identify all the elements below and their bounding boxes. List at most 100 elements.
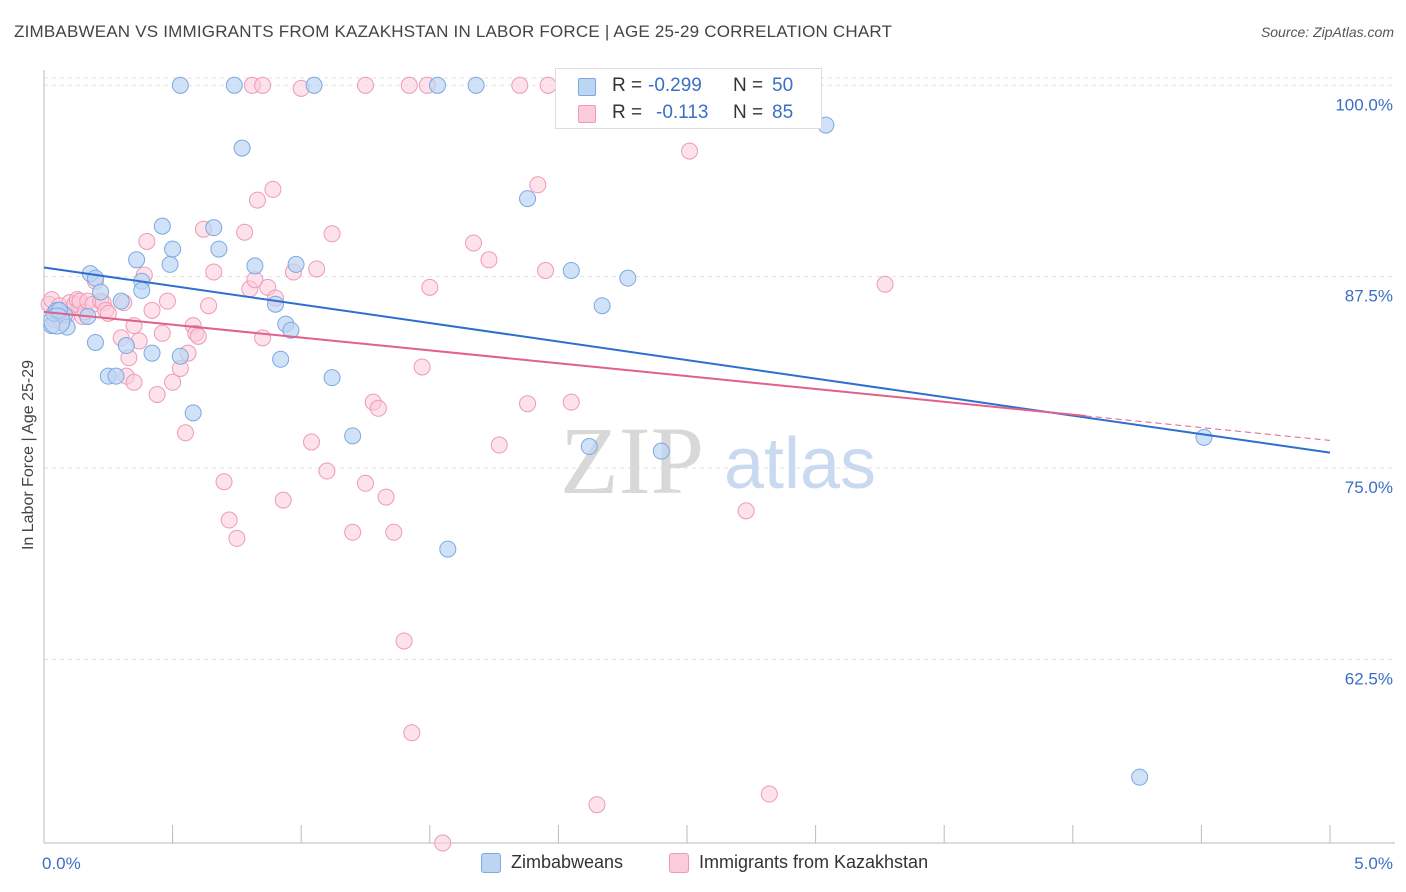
trend-lines [43, 266, 1331, 454]
trend-line-zimbabweans [43, 266, 1331, 454]
grid-lines [44, 77, 1395, 660]
data-point-kazakhstan [737, 502, 755, 520]
stats-swatch-pink [578, 105, 596, 123]
data-point-zimbabweans [112, 292, 130, 310]
data-point-kazakhstan [215, 473, 233, 491]
data-point-kazakhstan [876, 275, 894, 293]
data-point-zimbabweans [429, 76, 447, 94]
data-point-zimbabweans [323, 369, 341, 387]
legend-swatch-pink [669, 853, 689, 873]
data-point-zimbabweans [439, 540, 457, 558]
data-point-zimbabweans [467, 76, 485, 94]
y-tick-label: 100.0% [1335, 95, 1393, 114]
data-point-zimbabweans [580, 438, 598, 456]
data-point-kazakhstan [143, 301, 161, 319]
data-point-kazakhstan [125, 373, 143, 391]
data-point-kazakhstan [357, 474, 374, 492]
data-point-zimbabweans [619, 269, 637, 287]
stats-r-label: R = [612, 102, 643, 123]
data-point-kazakhstan [318, 462, 336, 480]
data-point-kazakhstan [519, 395, 537, 413]
data-point-zimbabweans [184, 404, 202, 422]
data-point-kazakhstan [465, 234, 483, 252]
data-point-zimbabweans [519, 190, 537, 208]
data-point-kazakhstan [403, 724, 421, 742]
y-tick-label: 87.5% [1345, 287, 1393, 306]
stats-n-label: N = [733, 75, 764, 96]
data-point-zimbabweans [161, 255, 179, 273]
data-point-kazakhstan [413, 358, 431, 376]
y-tick-label: 75.0% [1345, 478, 1393, 497]
data-point-kazakhstan [369, 399, 387, 417]
stats-r-label: R = [612, 75, 643, 96]
stats-swatch-blue [578, 78, 596, 96]
data-point-zimbabweans [652, 442, 670, 460]
data-point-kazakhstan [539, 76, 557, 94]
data-point-zimbabweans [225, 76, 243, 94]
data-point-kazakhstan [480, 251, 498, 269]
data-point-zimbabweans [171, 76, 189, 94]
data-point-kazakhstan [153, 324, 171, 342]
data-point-zimbabweans [562, 262, 580, 280]
data-point-kazakhstan [588, 796, 606, 814]
data-point-zimbabweans [86, 333, 104, 351]
data-point-kazakhstan [681, 142, 699, 160]
data-point-kazakhstan [158, 292, 176, 310]
data-point-kazakhstan [357, 76, 374, 94]
x-tick-label: 0.0% [42, 854, 81, 873]
y-tick-label: 62.5% [1345, 669, 1393, 688]
source-label: Source: ZipAtlas.com [1260, 24, 1394, 40]
data-point-zimbabweans [171, 347, 189, 365]
data-point-zimbabweans [593, 297, 611, 315]
data-point-kazakhstan [176, 424, 194, 442]
data-point-kazakhstan [395, 632, 413, 650]
data-point-zimbabweans [246, 257, 264, 275]
watermark-zip: ZIP [560, 407, 704, 514]
data-point-zimbabweans [107, 367, 125, 385]
data-point-kazakhstan [537, 262, 555, 280]
data-point-zimbabweans [266, 295, 284, 313]
data-point-zimbabweans [117, 337, 135, 355]
stats-n-value: 50 [772, 75, 794, 96]
data-point-kazakhstan [220, 511, 238, 529]
data-point-zimbabweans [205, 219, 223, 237]
data-point-zimbabweans [272, 350, 290, 368]
data-points [40, 76, 1213, 852]
data-point-zimbabweans [133, 281, 151, 299]
data-point-zimbabweans [344, 427, 362, 445]
data-point-kazakhstan [400, 76, 418, 94]
data-point-kazakhstan [421, 278, 439, 296]
tick-labels: 100.0% 87.5% 75.0% 62.5% 0.0% 5.0% [42, 95, 1393, 873]
data-point-kazakhstan [529, 176, 547, 194]
watermark-atlas: atlas [724, 424, 876, 504]
data-point-zimbabweans [153, 217, 171, 235]
data-point-kazakhstan [264, 180, 282, 198]
legend-label: Zimbabweans [511, 852, 624, 872]
data-point-kazakhstan [274, 491, 292, 509]
legend: Zimbabweans Immigrants from Kazakhstan [0, 852, 1406, 876]
data-point-kazakhstan [200, 297, 218, 315]
trend-line-kazakhstan [43, 310, 1086, 417]
data-point-zimbabweans [210, 240, 228, 258]
data-point-kazakhstan [254, 76, 272, 94]
axes [43, 70, 1395, 844]
data-point-kazakhstan [377, 488, 395, 506]
stats-r-value: -0.299 [648, 75, 702, 96]
data-point-kazakhstan [308, 260, 326, 278]
legend-label: Immigrants from Kazakhstan [699, 852, 929, 872]
data-point-kazakhstan [164, 373, 182, 391]
data-point-kazakhstan [562, 393, 580, 411]
data-point-kazakhstan [148, 386, 166, 404]
data-point-kazakhstan [236, 223, 254, 241]
data-point-kazakhstan [189, 327, 207, 345]
data-point-zimbabweans [1195, 428, 1213, 446]
data-point-kazakhstan [302, 433, 320, 451]
data-point-kazakhstan [760, 785, 778, 803]
data-point-zimbabweans [233, 139, 251, 157]
data-point-kazakhstan [511, 76, 529, 94]
data-point-zimbabweans [128, 251, 146, 269]
data-point-zimbabweans [92, 283, 110, 301]
x-tick-label: 5.0% [1354, 854, 1393, 873]
chart-title: ZIMBABWEAN VS IMMIGRANTS FROM KAZAKHSTAN… [14, 22, 893, 41]
